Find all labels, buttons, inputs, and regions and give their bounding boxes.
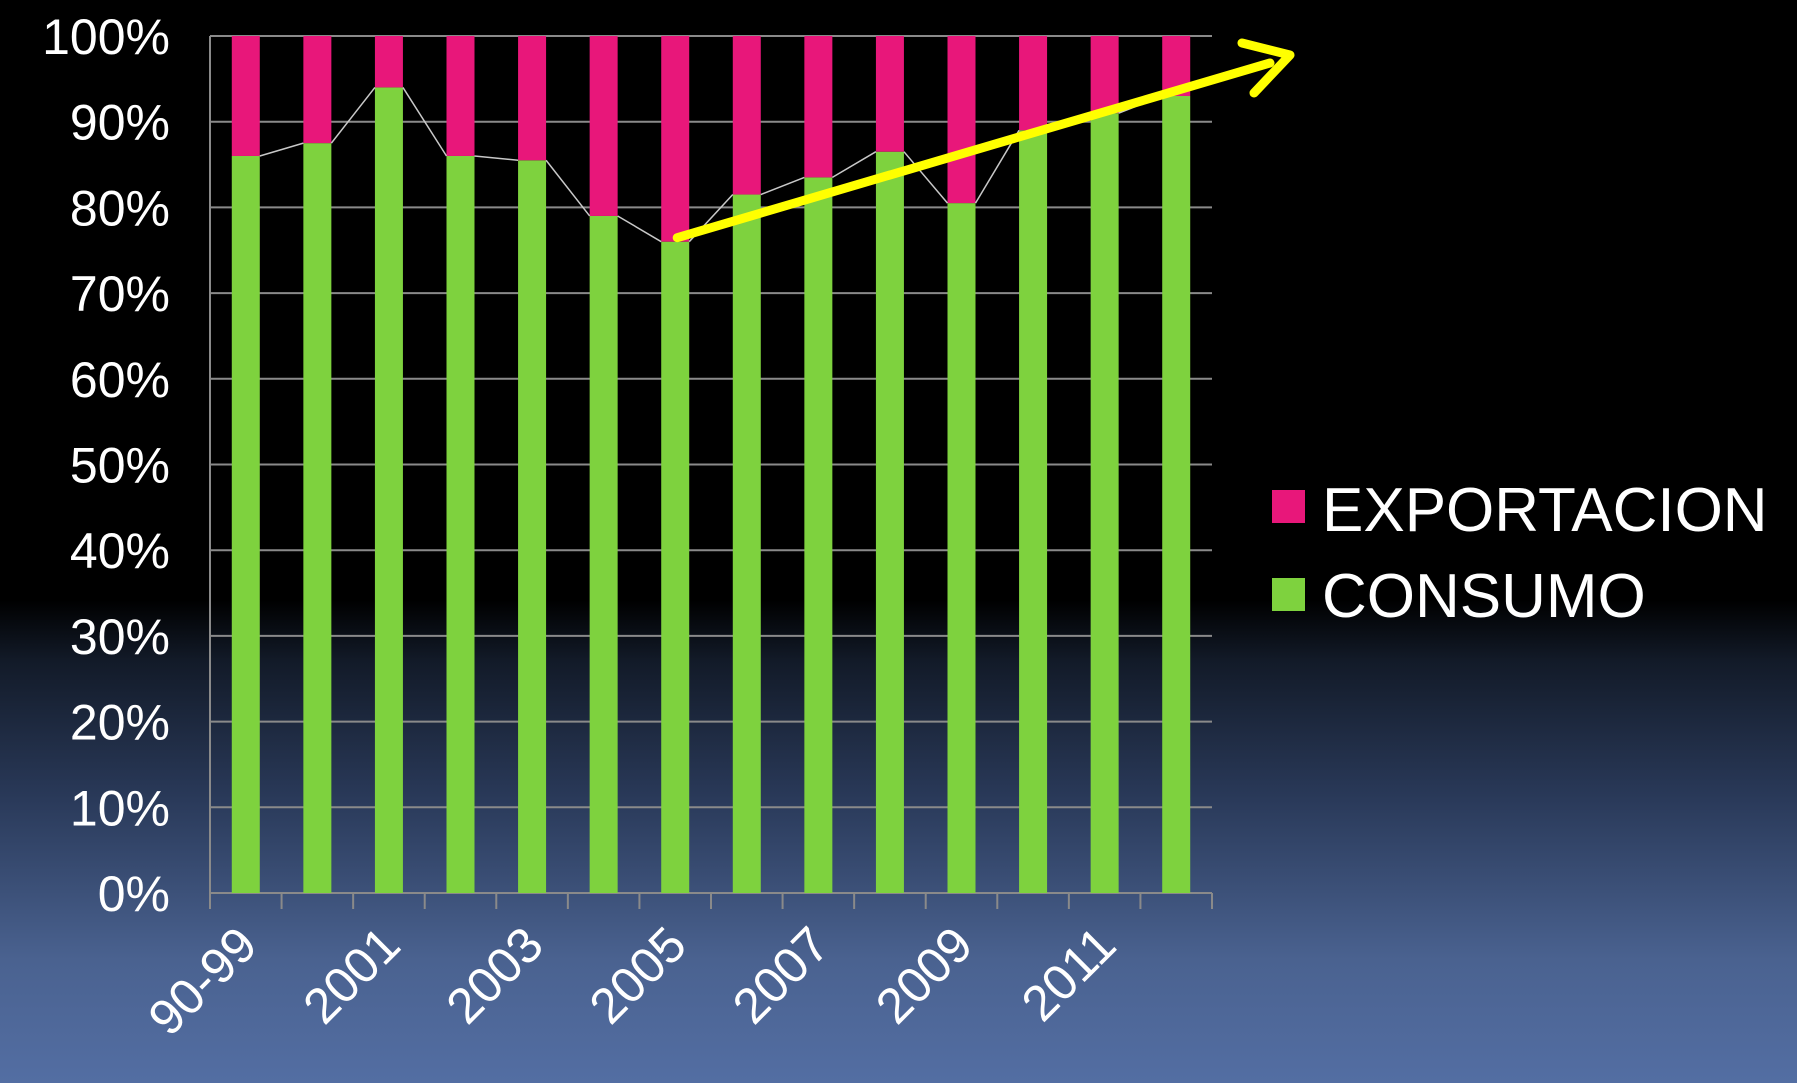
tick-labels: 0%10%20%30%40%50%60%70%80%90%100%90-99 20… [42, 9, 1126, 1046]
x-tick-label: 2001 [292, 916, 410, 1034]
bar-exportacion [947, 36, 976, 204]
series-line-consumo [402, 87, 448, 157]
series-line-consumo [545, 159, 591, 217]
bars [231, 36, 1191, 894]
legend-swatch-exportacion [1272, 490, 1305, 523]
bar-consumo [661, 241, 690, 893]
y-tick-label: 40% [70, 523, 170, 579]
bar-consumo [231, 155, 260, 894]
bar-exportacion [1019, 36, 1048, 131]
bar-consumo [947, 203, 976, 894]
bar-consumo [875, 151, 904, 893]
y-tick-label: 50% [70, 438, 170, 494]
x-tick-label: 2005 [579, 916, 697, 1034]
legend-label-consumo: CONSUMO [1322, 562, 1646, 631]
bar-exportacion [732, 36, 761, 195]
bar-consumo [589, 215, 618, 894]
y-tick-label: 20% [70, 695, 170, 751]
x-tick-label: 2011 [1011, 916, 1127, 1032]
bar-consumo [518, 160, 547, 893]
series-line-consumo [760, 176, 805, 196]
bar-consumo [1090, 113, 1119, 893]
bar-exportacion [661, 36, 690, 242]
x-tick-label: 90-99 [138, 916, 268, 1046]
bar-exportacion [446, 36, 475, 156]
y-tick-label: 60% [70, 352, 170, 408]
bar-exportacion [303, 36, 332, 144]
series-line-consumo [903, 151, 949, 204]
y-tick-label: 10% [70, 780, 170, 836]
bar-exportacion [518, 36, 547, 161]
y-tick-label: 30% [70, 609, 170, 665]
y-tick-label: 70% [70, 266, 170, 322]
bar-consumo [303, 143, 332, 893]
bar-consumo [1162, 95, 1191, 894]
bar-exportacion [1090, 36, 1119, 114]
bar-consumo [374, 87, 403, 894]
y-tick-label: 80% [70, 180, 170, 236]
x-tick-label: 2007 [722, 916, 840, 1034]
legend-label-exportacion: EXPORTACION [1322, 476, 1768, 545]
series-line-consumo [831, 151, 877, 179]
y-tick-label: 90% [70, 95, 170, 151]
trend-annotation [672, 38, 1295, 243]
x-tick-label: 2003 [436, 916, 554, 1034]
bar-exportacion [804, 36, 833, 178]
trend-arrow-head [1237, 38, 1295, 98]
legend: EXPORTACION CONSUMO [1272, 476, 1768, 631]
x-tick-label: 2009 [865, 916, 983, 1034]
series-line-consumo [617, 215, 662, 243]
legend-swatch-consumo [1272, 578, 1305, 611]
series-line-consumo [259, 142, 304, 157]
y-tick-label: 100% [42, 9, 170, 65]
bar-exportacion [589, 36, 618, 216]
bar-consumo [732, 194, 761, 894]
series-line-consumo [330, 86, 376, 144]
bar-exportacion [231, 36, 260, 156]
y-tick-label: 0% [98, 866, 170, 922]
trend-arrow-shaft [672, 58, 1275, 243]
bar-consumo [446, 155, 475, 894]
bar-exportacion [374, 36, 403, 88]
bar-consumo [1019, 130, 1048, 893]
gridlines [210, 35, 1212, 894]
bar-exportacion [875, 36, 904, 152]
axes [209, 36, 1213, 909]
bar-consumo [804, 177, 833, 893]
series-line-consumo [474, 155, 519, 162]
